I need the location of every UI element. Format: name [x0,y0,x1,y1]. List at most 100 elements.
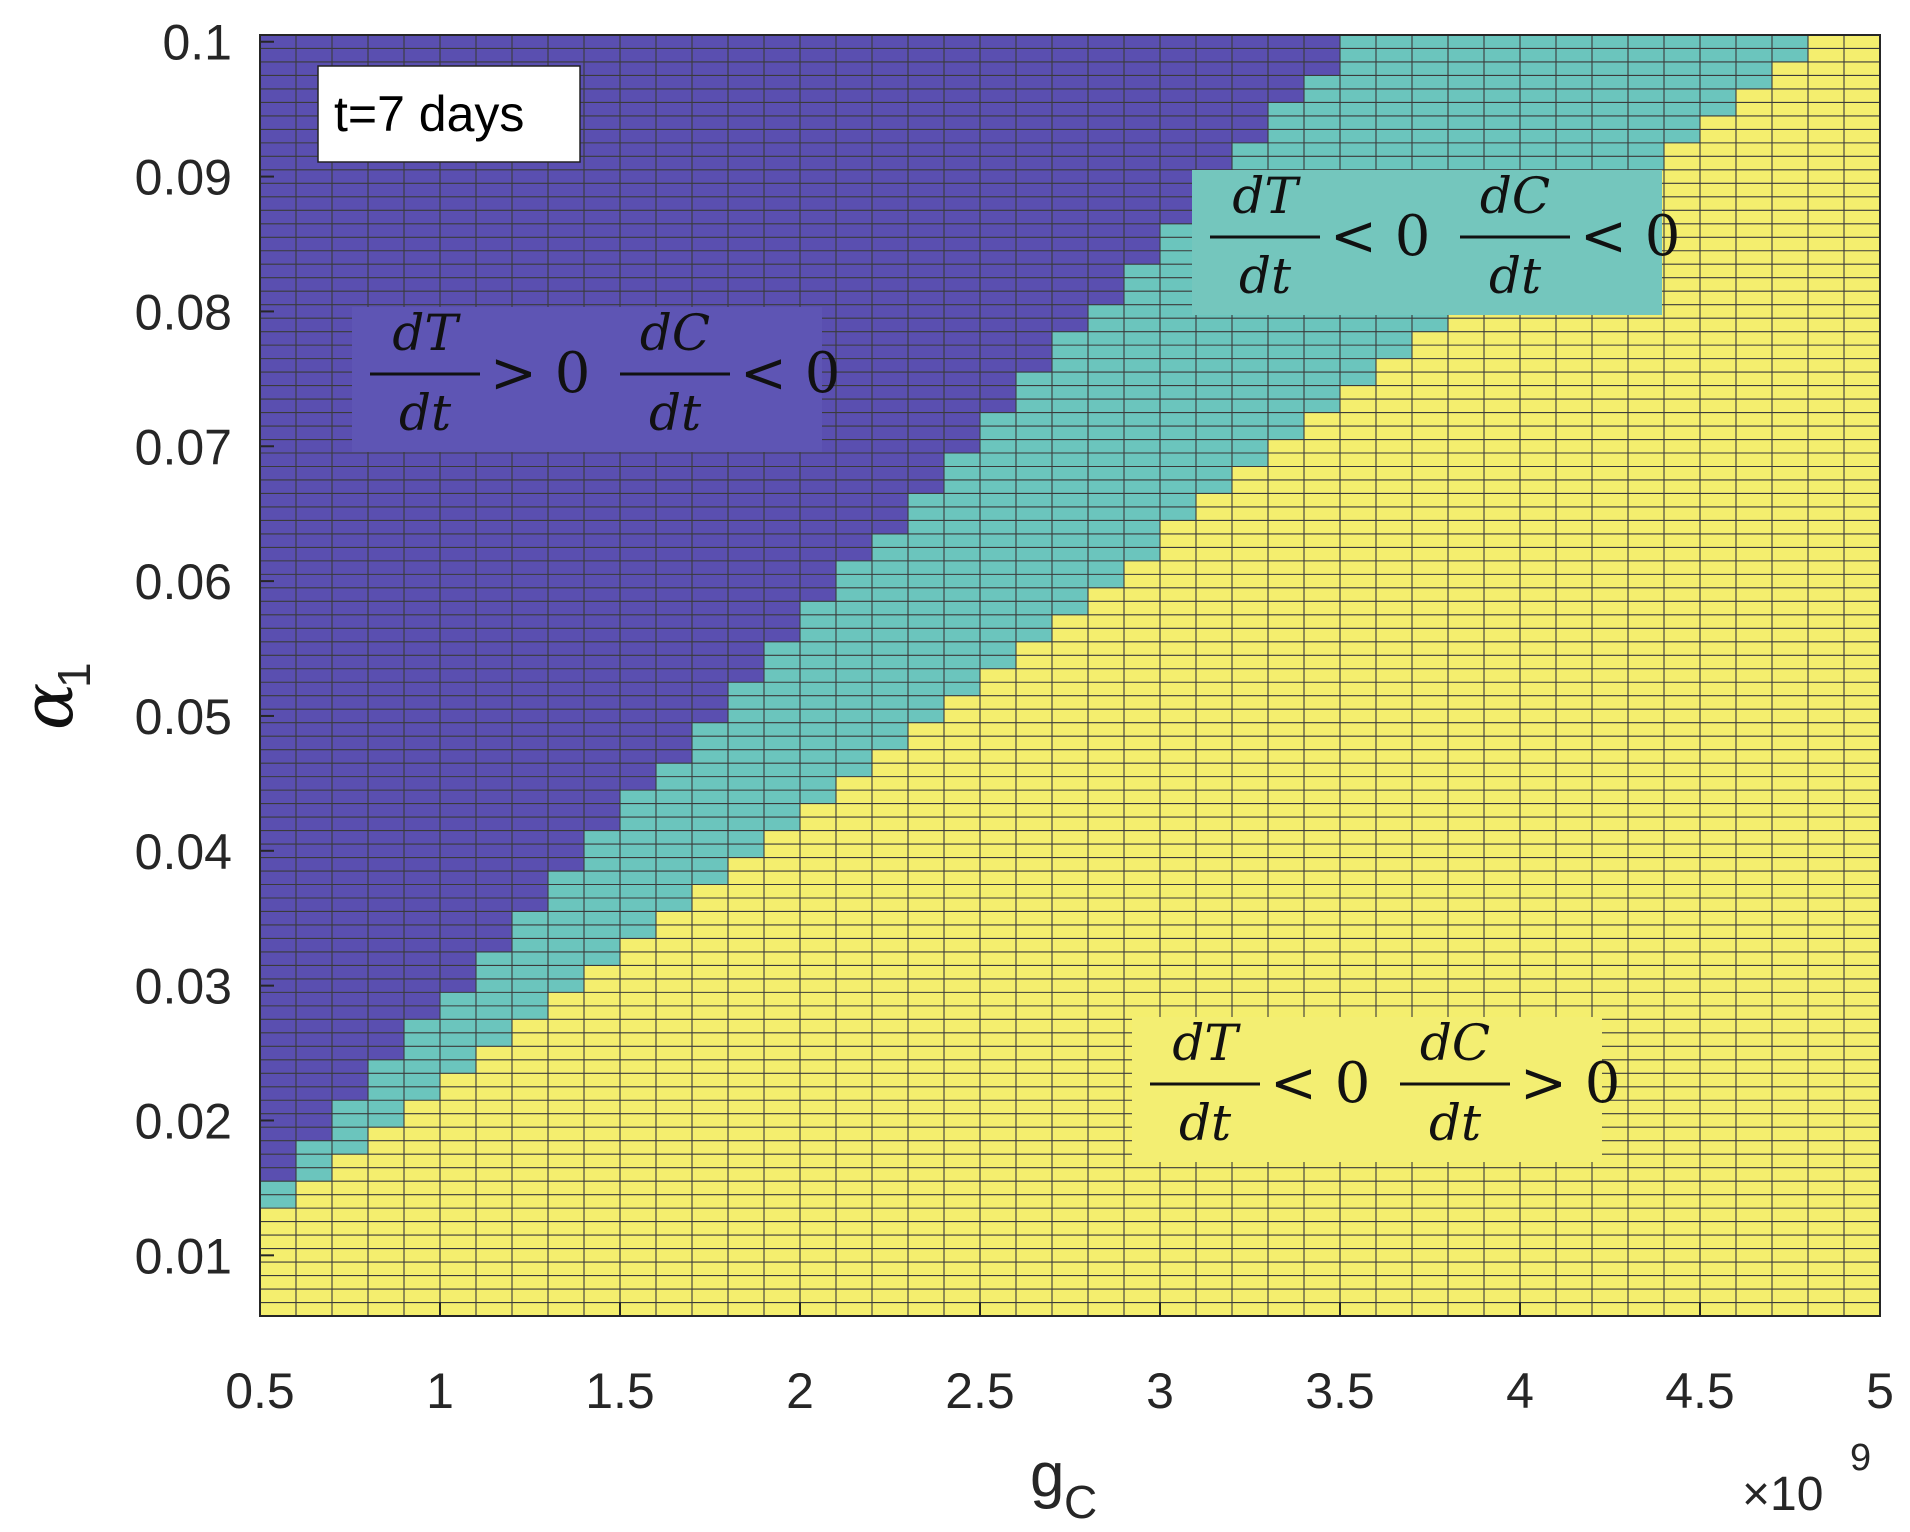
heatmap-cell [1484,466,1520,480]
heatmap-cell [692,250,728,265]
heatmap-cell [1808,1113,1844,1128]
heatmap-cell [1376,1221,1412,1236]
heatmap-cell [1736,331,1772,346]
heatmap-cell [368,1113,404,1128]
heatmap-cell [980,466,1016,480]
heatmap-cell [800,1086,836,1101]
heatmap-cell [1232,668,1268,683]
heatmap-cell [980,817,1016,831]
heatmap-cell [1556,857,1592,872]
heatmap-cell [692,965,728,979]
heatmap-cell [404,911,440,925]
heatmap-cell [656,1221,692,1236]
heatmap-cell [1808,911,1844,925]
heatmap-cell [1376,345,1412,359]
heatmap-cell [1592,479,1628,494]
heatmap-cell [656,1235,692,1249]
heatmap-cell [260,668,296,683]
heatmap-cell [872,291,908,305]
heatmap-cell [800,992,836,1006]
heatmap-cell [1772,1046,1808,1060]
heatmap-cell [1196,1262,1232,1276]
heatmap-cell [908,1194,944,1209]
x-tick-label: 1 [426,1363,454,1419]
heatmap-cell [1412,1181,1448,1195]
heatmap-cell [1484,951,1520,966]
heatmap-cell [692,1019,728,1033]
heatmap-cell [1196,399,1232,413]
heatmap-cell [296,493,332,507]
heatmap-cell [872,817,908,831]
heatmap-cell [980,1073,1016,1087]
heatmap-cell [404,722,440,737]
heatmap-cell [1772,88,1808,103]
x-tick-label: 1.5 [585,1363,655,1419]
heatmap-cell [1412,830,1448,845]
heatmap-cell [656,1208,692,1222]
heatmap-cell [1664,655,1700,669]
heatmap-cell [944,1275,980,1290]
heatmap-cell [1376,318,1412,332]
heatmap-cell [1412,628,1448,642]
heatmap-cell [764,196,800,211]
heatmap-cell [620,142,656,157]
heatmap-cell [1052,493,1088,507]
heatmap-cell [1376,655,1412,669]
heatmap-cell [800,75,836,89]
heatmap-cell [1160,722,1196,737]
heatmap-cell [1736,938,1772,952]
heatmap-cell [1016,466,1052,480]
heatmap-cell [620,682,656,696]
heatmap-cell [296,1235,332,1249]
heatmap-cell [1412,399,1448,413]
heatmap-cell [296,291,332,305]
heatmap-cell [1592,749,1628,764]
heatmap-cell [1844,736,1880,750]
heatmap-cell [764,156,800,170]
heatmap-cell [1592,88,1628,103]
heatmap-cell [584,1140,620,1155]
heatmap-cell [908,1208,944,1222]
heatmap-cell [584,1262,620,1276]
heatmap-cell [1556,682,1592,696]
heatmap-cell [944,493,980,507]
heatmap-cell [548,871,584,885]
heatmap-cell [1628,88,1664,103]
heatmap-cell [1808,102,1844,116]
heatmap-cell [656,722,692,737]
heatmap-cell [1268,992,1304,1006]
heatmap-cell [1340,857,1376,872]
heatmap-cell [548,506,584,521]
heatmap-cell [1088,1140,1124,1155]
heatmap-cell [800,641,836,656]
heatmap-cell [548,655,584,669]
heatmap-cell [1484,426,1520,440]
heatmap-cell [944,1248,980,1263]
heatmap-cell [1052,196,1088,211]
heatmap-cell [692,722,728,737]
heatmap-cell [1196,803,1232,818]
heatmap-cell [1628,817,1664,831]
heatmap-cell [836,938,872,952]
heatmap-cell [764,897,800,912]
heatmap-cell [404,560,440,575]
heatmap-cell [1340,1289,1376,1303]
heatmap-cell [980,183,1016,197]
heatmap-cell [1052,48,1088,62]
heatmap-cell [944,1005,980,1020]
heatmap-cell [1160,1289,1196,1303]
heatmap-cell [1052,978,1088,993]
heatmap-cell [1700,35,1736,49]
heatmap-cell [1376,479,1412,494]
heatmap-cell [260,1248,296,1263]
heatmap-cell [1088,385,1124,400]
heatmap-cell [1844,1059,1880,1074]
heatmap-cell [260,48,296,62]
heatmap-cell [1520,1289,1556,1303]
heatmap-cell [368,560,404,575]
heatmap-cell [1736,479,1772,494]
heatmap-cell [764,1208,800,1222]
heatmap-cell [1340,61,1376,76]
heatmap-cell [1232,533,1268,548]
heatmap-cell [980,1113,1016,1128]
